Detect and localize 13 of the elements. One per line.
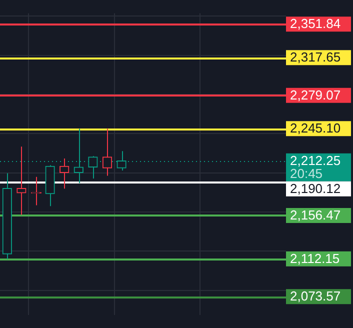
ref-line-label: 2,190.12 (290, 180, 341, 196)
ref-line-label: 2,317.65 (290, 50, 341, 65)
candlestick (2, 172, 12, 260)
ref-line-label: 2,245.10 (290, 120, 341, 136)
ref-line-label: 2,073.57 (290, 288, 341, 304)
ref-line-label: 2,351.84 (290, 16, 341, 32)
ref-line-label: 2,112.15 (290, 250, 340, 266)
candlestick (16, 146, 26, 216)
candlestick (45, 164, 55, 207)
ref-line-label: 2,279.07 (290, 87, 341, 102)
ref-line-label: 2,156.47 (290, 208, 341, 223)
ref-line-label: 2,212.25 (290, 152, 341, 168)
text: 20:45 (290, 166, 323, 181)
